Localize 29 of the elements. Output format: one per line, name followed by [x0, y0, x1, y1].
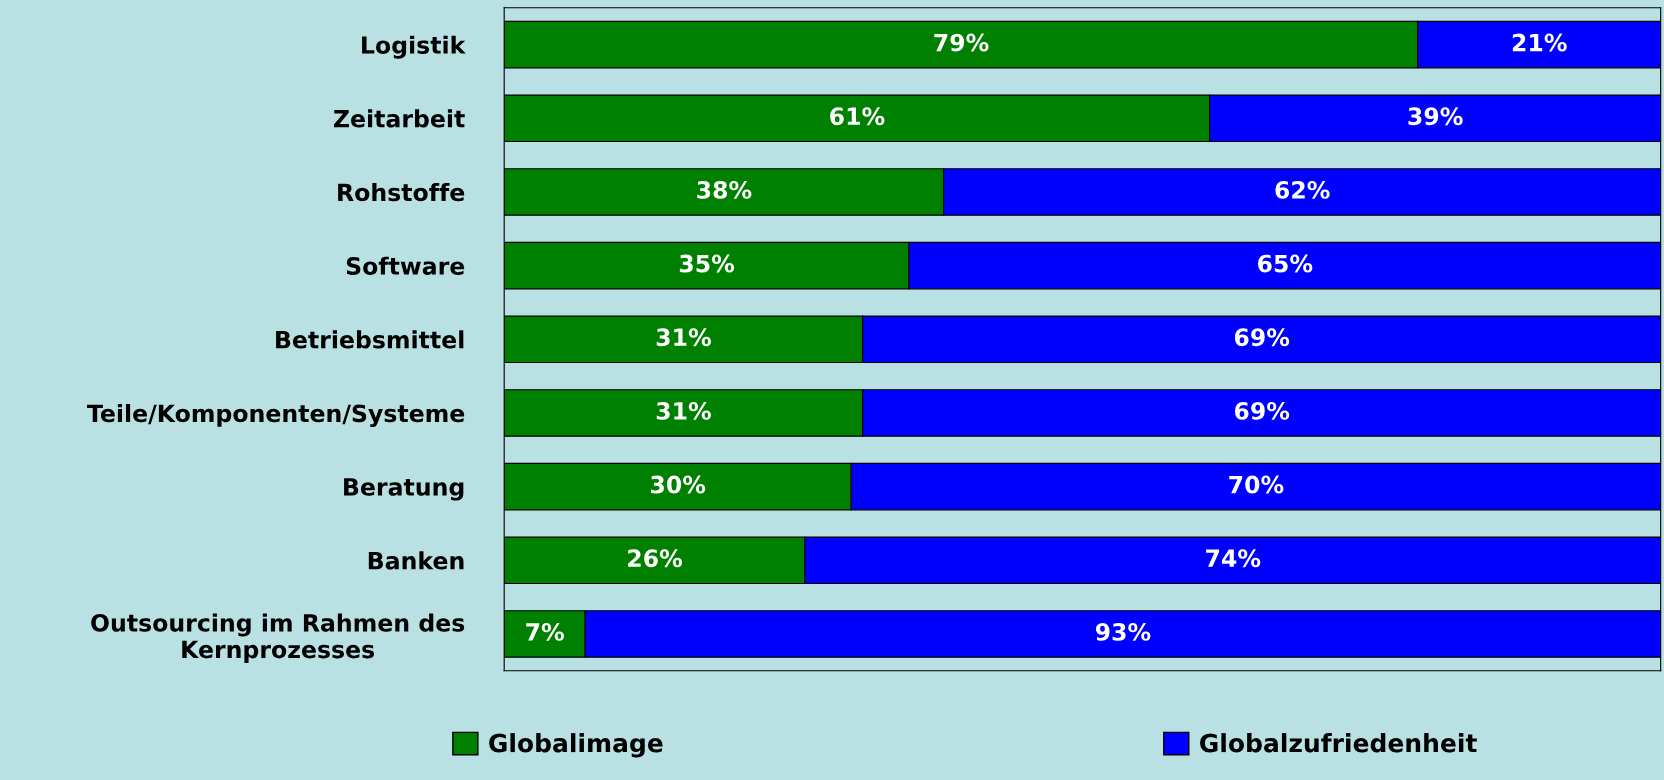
data-label: 74% — [1206, 549, 1261, 568]
data-label: 70% — [1229, 475, 1284, 494]
y-tick-label: Banken — [368, 551, 464, 570]
data-label: 38% — [697, 180, 752, 199]
data-label: 93% — [1095, 622, 1151, 641]
data-label: 79% — [934, 33, 989, 52]
data-label: 62% — [1275, 180, 1330, 199]
data-label: 31% — [656, 401, 711, 420]
data-label: 31% — [656, 328, 711, 347]
legend-label: Globalzufriedenheit — [1200, 733, 1477, 753]
data-label: 61% — [830, 107, 885, 126]
y-tick-label: Rohstoffe — [338, 183, 465, 202]
data-label: 65% — [1258, 254, 1313, 273]
data-label: 7% — [526, 622, 564, 641]
data-label: 39% — [1408, 107, 1463, 126]
y-tick-label: Zeitarbeit — [333, 109, 465, 128]
y-tick-label: Beratung — [344, 478, 464, 501]
y-tick-label: Betriebsmittel — [276, 330, 464, 349]
y-tick-label: Logistik — [362, 35, 466, 59]
y-tick-label: Outsourcing im Rahmen des Kernprozesses — [91, 613, 465, 663]
y-tick-label: Software — [346, 256, 465, 275]
data-label: 21% — [1512, 33, 1567, 52]
data-label: 30% — [650, 475, 706, 494]
data-label: 26% — [628, 549, 683, 568]
data-label: 35% — [679, 254, 735, 273]
data-label: 69% — [1234, 328, 1290, 347]
legend-label: Globalimage — [489, 733, 663, 758]
y-tick-label: Teile/Komponenten/Systeme — [87, 404, 465, 428]
data-label: 69% — [1234, 401, 1290, 420]
